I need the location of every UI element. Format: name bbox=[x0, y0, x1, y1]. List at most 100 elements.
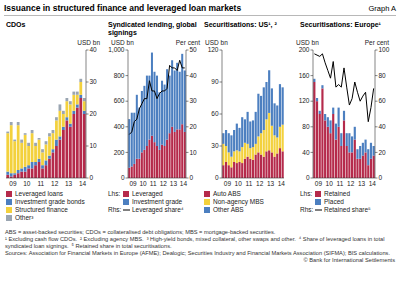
bar bbox=[24, 135, 27, 167]
panel-title-line: Syndicated lending, global bbox=[108, 21, 197, 29]
bar bbox=[13, 175, 16, 178]
bar bbox=[151, 136, 153, 178]
bar bbox=[282, 151, 284, 178]
y-tick bbox=[220, 146, 223, 147]
legend-swatch bbox=[6, 191, 12, 197]
legend-label: Investment grade bbox=[132, 198, 183, 206]
bar bbox=[38, 140, 41, 159]
y-tick-label: 40 bbox=[302, 149, 310, 156]
abbreviations: ABS = asset-backed securities; CDOs = co… bbox=[5, 229, 395, 236]
bar bbox=[41, 168, 44, 178]
x-tick-label: 09 bbox=[129, 180, 137, 187]
y-tick bbox=[186, 126, 189, 127]
bar bbox=[27, 146, 30, 165]
x-tick-label: 10 bbox=[235, 180, 243, 187]
bar bbox=[273, 103, 275, 135]
panel: 091011121314010203040USD bnLeveraged loa… bbox=[6, 39, 100, 221]
bar bbox=[83, 114, 86, 178]
y-tick-label: 20 bbox=[190, 123, 198, 130]
bar bbox=[348, 152, 350, 178]
x-tick-label: 12 bbox=[51, 180, 59, 187]
y-axis bbox=[313, 50, 314, 178]
bar bbox=[271, 126, 273, 153]
bar bbox=[45, 144, 48, 160]
bar bbox=[38, 138, 41, 140]
bar bbox=[348, 133, 350, 152]
bar bbox=[351, 152, 353, 178]
bar bbox=[249, 148, 251, 159]
bar bbox=[24, 133, 27, 135]
panel-title-line: Securitisations: US¹, ² bbox=[204, 21, 277, 29]
bar bbox=[265, 151, 267, 178]
panel-title-line: Securitisations: Europe¹ bbox=[300, 21, 382, 29]
x-axis bbox=[6, 178, 86, 179]
y-tick-label: 40 bbox=[190, 72, 198, 79]
bar bbox=[257, 152, 259, 178]
bar bbox=[282, 125, 284, 152]
y-tick bbox=[86, 146, 89, 147]
x-tick-label: 12 bbox=[256, 180, 264, 187]
footnote: ⁵ Retained share in total securitisation… bbox=[72, 243, 172, 249]
bar bbox=[373, 156, 375, 178]
axis-unit: USD bn bbox=[77, 39, 100, 46]
axis-unit: Per cent bbox=[176, 39, 200, 46]
legend-label: Retained bbox=[324, 190, 350, 197]
bar bbox=[354, 140, 356, 178]
bar bbox=[166, 140, 168, 178]
bar bbox=[222, 144, 224, 165]
bar bbox=[179, 72, 181, 130]
bar bbox=[17, 170, 20, 173]
bar bbox=[356, 149, 358, 159]
bar bbox=[131, 166, 133, 178]
y-tick-label: 0 bbox=[379, 174, 383, 181]
bar bbox=[6, 175, 9, 178]
bar bbox=[65, 120, 68, 178]
header-rule bbox=[4, 15, 396, 16]
x-tick-label: 09 bbox=[224, 180, 232, 187]
bar bbox=[327, 127, 329, 178]
copyright: © Bank for International Settlements bbox=[5, 257, 395, 264]
y-tick bbox=[86, 114, 89, 115]
bar bbox=[159, 150, 161, 178]
y-tick bbox=[311, 101, 314, 102]
bar bbox=[236, 124, 238, 151]
bar bbox=[146, 146, 148, 178]
legend: Auto ABSNon-agency MBSOther ABS bbox=[204, 190, 265, 213]
bar bbox=[72, 92, 75, 95]
line bbox=[314, 54, 373, 122]
bar bbox=[327, 117, 329, 127]
bar bbox=[233, 130, 235, 151]
bar bbox=[225, 130, 227, 146]
y-tick bbox=[126, 152, 129, 153]
bar bbox=[236, 150, 238, 163]
y-tick-label: 30 bbox=[211, 142, 219, 149]
y-tick-label: 80 bbox=[302, 123, 310, 130]
bar bbox=[319, 114, 321, 178]
bar bbox=[238, 162, 240, 178]
bar bbox=[31, 168, 34, 178]
bar bbox=[316, 98, 318, 101]
bar bbox=[263, 87, 265, 130]
x-tick-label: 14 bbox=[278, 180, 286, 187]
x-tick-label: 10 bbox=[140, 180, 148, 187]
bar bbox=[62, 111, 65, 114]
bar bbox=[184, 70, 186, 131]
bar bbox=[236, 163, 238, 178]
bar bbox=[52, 130, 55, 133]
bar bbox=[249, 159, 251, 178]
bar bbox=[265, 119, 267, 151]
bar bbox=[174, 132, 176, 178]
y-tick bbox=[126, 50, 129, 51]
bar bbox=[230, 157, 232, 168]
legend-label: Other ABS bbox=[213, 206, 244, 213]
x-tick-label: 14 bbox=[180, 180, 188, 187]
bar bbox=[13, 141, 16, 173]
bar bbox=[59, 104, 62, 110]
bar bbox=[171, 127, 173, 178]
panel: 0910111213140306090120USD bnAuto ABSNon-… bbox=[204, 39, 285, 213]
bar bbox=[225, 146, 227, 162]
panel-title: CDOs bbox=[6, 21, 26, 28]
bar bbox=[159, 92, 161, 150]
bar bbox=[76, 104, 79, 107]
bar bbox=[343, 111, 345, 121]
